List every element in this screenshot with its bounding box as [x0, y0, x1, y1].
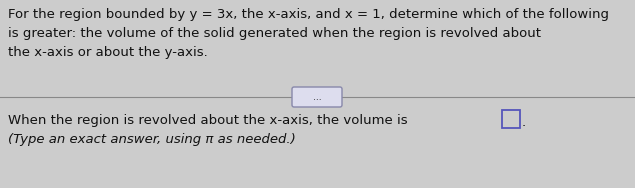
Text: is greater: the volume of the solid generated when the region is revolved about: is greater: the volume of the solid gene… [8, 27, 541, 40]
Text: the x-axis or about the y-axis.: the x-axis or about the y-axis. [8, 46, 208, 59]
FancyBboxPatch shape [502, 110, 520, 128]
Text: (Type an exact answer, using π as needed.): (Type an exact answer, using π as needed… [8, 133, 296, 146]
FancyBboxPatch shape [292, 87, 342, 107]
Text: When the region is revolved about the x-axis, the volume is: When the region is revolved about the x-… [8, 114, 408, 127]
Text: ...: ... [312, 92, 321, 102]
Text: .: . [522, 116, 526, 129]
Text: For the region bounded by y = 3x, the x-axis, and x = 1, determine which of the : For the region bounded by y = 3x, the x-… [8, 8, 609, 21]
